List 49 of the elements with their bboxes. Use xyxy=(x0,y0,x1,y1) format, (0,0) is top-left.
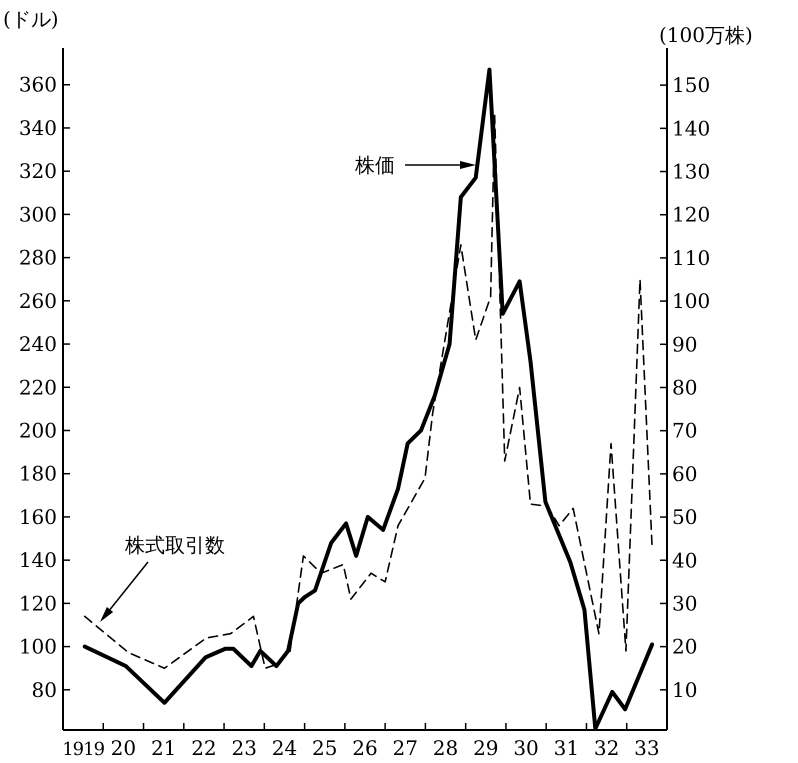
x-tick-label: 20 xyxy=(110,736,136,760)
y-tick-label: 280 xyxy=(18,246,57,270)
y-tick-label: 80 xyxy=(32,678,57,702)
y2-tick-label: 30 xyxy=(672,591,698,616)
x-tick-label: 30 xyxy=(513,736,539,760)
y-tick-label: 140 xyxy=(18,548,57,572)
x-tick-label: 28 xyxy=(432,736,458,760)
x-tick-label: 26 xyxy=(352,736,378,760)
y-tick-label: 200 xyxy=(18,418,57,442)
x-tick-label: 24 xyxy=(272,736,298,760)
y2-tick-label: 140 xyxy=(672,116,710,140)
y2-axis-title: (100万株) xyxy=(659,23,753,47)
y2-tick-label: 100 xyxy=(672,289,710,314)
y-tick-label: 320 xyxy=(18,159,57,184)
y2-tick-label: 50 xyxy=(672,505,698,530)
x-tick-label: 22 xyxy=(191,736,217,760)
y2-tick-label: 80 xyxy=(672,375,698,400)
y-axis-title: (ドル) xyxy=(3,7,59,31)
y2-tick-label: 130 xyxy=(672,160,710,184)
y-tick-label: 180 xyxy=(18,462,57,486)
x-tick-label: 25 xyxy=(312,736,338,760)
y2-tick-label: 70 xyxy=(672,418,698,443)
y-tick-label: 360 xyxy=(18,72,57,97)
x-tick-label: 32 xyxy=(594,736,620,760)
x-tick-label: 27 xyxy=(392,736,418,760)
y2-tick-label: 10 xyxy=(672,678,698,702)
y2-tick-label: 60 xyxy=(672,462,698,486)
x-tick-label: 31 xyxy=(554,736,580,760)
y2-tick-label: 90 xyxy=(672,332,698,356)
y-tick-label: 300 xyxy=(18,202,57,226)
y-tick-label: 340 xyxy=(18,116,57,140)
y-tick-label: 260 xyxy=(18,288,57,313)
y-tick-label: 160 xyxy=(18,504,57,529)
y2-tick-label: 120 xyxy=(672,202,710,227)
y2-tick-label: 20 xyxy=(672,634,698,659)
y2-tick-label: 110 xyxy=(672,246,710,270)
y2-tick-label: 150 xyxy=(672,73,710,98)
x-tick-label: 1919 xyxy=(62,739,105,760)
x-tick-label: 29 xyxy=(473,736,499,760)
x-tick-label: 21 xyxy=(150,736,176,760)
x-tick-label: 23 xyxy=(231,736,257,760)
annotation: 株式取引数 xyxy=(124,533,225,557)
y-tick-label: 240 xyxy=(18,332,57,356)
annotation: 株価 xyxy=(354,153,395,177)
x-tick-label: 33 xyxy=(634,736,660,760)
y-tick-label: 220 xyxy=(18,375,57,400)
y2-tick-label: 40 xyxy=(672,548,698,572)
y-tick-label: 100 xyxy=(18,634,57,659)
y-tick-label: 120 xyxy=(18,591,57,616)
